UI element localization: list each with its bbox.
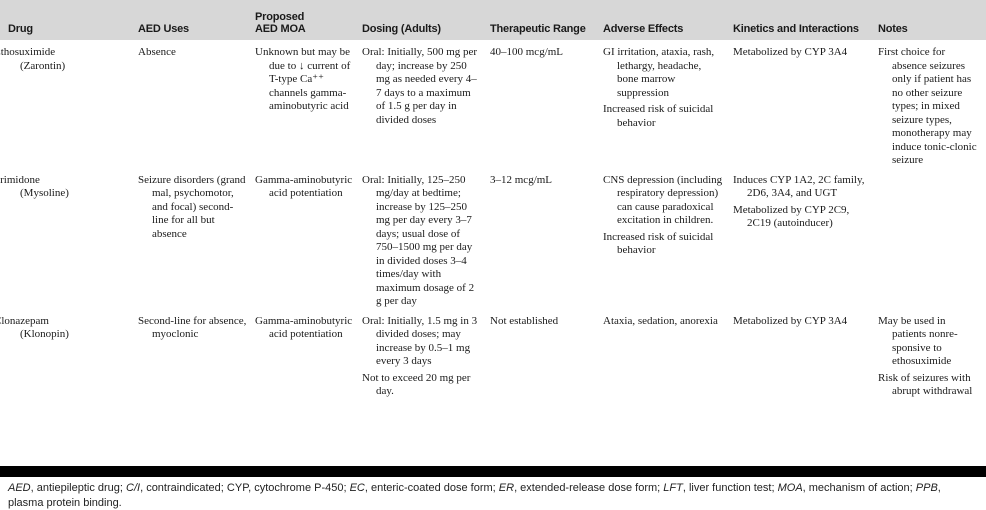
cell-range: 40–100 mcg/mL [490,46,603,168]
table-header-row: Drug AED Uses Proposed AED MOA Dosing (A… [0,0,986,40]
col-header-adverse-effects: Adverse Effects [603,23,684,35]
col-header-proposed-aed-moa: Proposed AED MOA [255,11,306,35]
col-header-dosing-adults: Dosing (Adults) [362,23,441,35]
cell-paragraph: CNS depression (including respiratory de… [603,173,723,227]
cell-paragraph: Second-line for absence, myoclonic [138,314,247,341]
cell-range: 3–12 mcg/mL [490,174,603,309]
aed-drug-table: Drug AED Uses Proposed AED MOA Dosing (A… [0,0,986,399]
cell-notes [878,174,986,309]
cell-moa: Gamma-aminobutyric acid potentiation [255,315,362,399]
cell-paragraph: Increased risk of suicidal behavior [603,103,714,129]
table-row: Primidone(Mysoline)Seizure disorders (gr… [0,174,986,309]
abbreviation-term: PPB [915,482,938,494]
cell-paragraph: Induces CYP 1A2, 2C family, 2D6, 3A4, an… [733,173,865,200]
cell-drug: Ethosuximide (Zarontin) [0,46,138,168]
abbreviation-term: C/I [126,482,141,494]
cell-paragraph: 40–100 mcg/mL [490,46,564,58]
col-header-therapeutic-range: Therapeutic Range [490,23,586,35]
abbreviation-term: MOA [777,482,803,494]
cell-dosing: Oral: Initially, 1.5 mg in 3 divided dos… [362,315,490,399]
cell-paragraph: Oral: Initially, 125–250 mg/day at bedti… [362,173,475,308]
cell-paragraph: 3–12 mcg/mL [490,173,553,186]
drug-name: Primidone [0,173,40,186]
cell-paragraph: Increased risk of suicidal behavior [603,230,714,257]
cell-paragraph: Not to exceed 20 mg per day. [362,371,471,398]
col-header-drug: Drug [8,23,33,35]
cell-adverse: GI irritation, ataxia, rash, lethargy, h… [603,46,733,168]
cell-uses: Absence [138,46,255,168]
cell-dosing: Oral: Initially, 500 mg per day; increas… [362,46,490,168]
cell-kinetics: Induces CYP 1A2, 2C family, 2D6, 3A4, an… [733,174,878,309]
bottom-rule-bar [0,466,986,477]
footnote-text: , mechanism of action; [802,482,916,494]
drug-brand-name: (Zarontin) [20,59,66,72]
cell-paragraph: Absence [138,46,176,58]
cell-paragraph: Gamma-aminobutyric acid potentiation [255,173,353,200]
cell-paragraph: Gamma-aminobutyric acid potentiation [255,314,353,341]
cell-paragraph: Oral: Initially, 500 mg per day; increas… [362,46,478,126]
footnote-text: , plasma protein binding. [8,482,941,509]
footnote-text: , antiepileptic drug; [30,482,127,494]
cell-paragraph: Seizure disorders (grand mal, psychomoto… [138,173,246,240]
cell-paragraph: May be used in patients nonre-sponsive t… [878,314,958,368]
abbreviation-term: ER [498,482,515,494]
cell-kinetics: Metabolized by CYP 3A4 [733,46,878,168]
cell-kinetics: Metabolized by CYP 3A4 [733,315,878,399]
footnote-text: , liver function test; [682,482,778,494]
cell-paragraph: Not established [490,314,559,327]
cell-notes: May be used in patients nonre-sponsive t… [878,315,986,399]
cell-moa: Gamma-aminobutyric acid potentiation [255,174,362,309]
abbreviation-term: LFT [663,482,683,494]
cell-paragraph: Risk of seizures with abrupt withdrawal [878,371,973,398]
col-header-aed-uses: AED Uses [138,23,189,35]
drug-name: Ethosuximide [0,46,56,58]
cell-notes: First choice for absence seizures only i… [878,46,986,168]
cell-dosing: Oral: Initially, 125–250 mg/day at bedti… [362,174,490,309]
footnote-text: , extended-release dose form; [514,482,664,494]
cell-paragraph: Metabolized by CYP 3A4 [733,46,848,58]
cell-paragraph: Metabolized by CYP 3A4 [733,314,848,327]
col-header-notes: Notes [878,23,908,35]
cell-adverse: Ataxia, sedation, anorexia [603,315,733,399]
cell-drug: Primidone(Mysoline) [0,173,138,309]
cell-paragraph: First choice for absence seizures only i… [878,46,977,166]
table-body: Ethosuximide (Zarontin) Absence Unknown but… [0,40,986,399]
cell-range: Not established [490,315,603,399]
cell-paragraph: GI irritation, ataxia, rash, lethargy, h… [603,46,715,99]
cell-paragraph: Ataxia, sedation, anorexia [603,314,718,327]
cell-paragraph: Metabolized by CYP 2C9, 2C19 (autoinduce… [733,203,850,230]
drug-brand-name: (Klonopin) [20,328,69,340]
footnote-text: , enteric-coated dose form; [364,482,499,494]
drug-brand-name: (Mysoline) [20,187,69,199]
cell-uses: Second-line for absence, myoclonic [138,315,255,399]
cell-paragraph: Oral: Initially, 1.5 mg in 3 divided dos… [362,314,478,368]
cell-uses: Seizure disorders (grand mal, psychomoto… [138,174,255,309]
col-header-kinetics-interactions: Kinetics and Interactions [733,23,859,35]
cell-paragraph: Unknown but may be due to ↓ current of T… [255,46,351,112]
abbreviation-term: AED [8,482,31,494]
footnote-text: , contraindicated; CYP, cytochrome P-450… [140,482,350,494]
cell-drug: Clonazepam(Klonopin) [0,314,138,399]
abbreviation-footnote: AED, antiepileptic drug; C/I, contraindi… [8,481,978,510]
drug-name: Clonazepam [0,314,49,327]
cell-moa: Unknown but may be due to ↓ current of T… [255,46,362,168]
cell-adverse: CNS depression (including respiratory de… [603,174,733,309]
abbreviation-term: EC [349,482,365,494]
table-row: Clonazepam(Klonopin)Second-line for abse… [0,315,986,399]
table-row: Ethosuximide (Zarontin) Absence Unknown but… [0,46,986,168]
